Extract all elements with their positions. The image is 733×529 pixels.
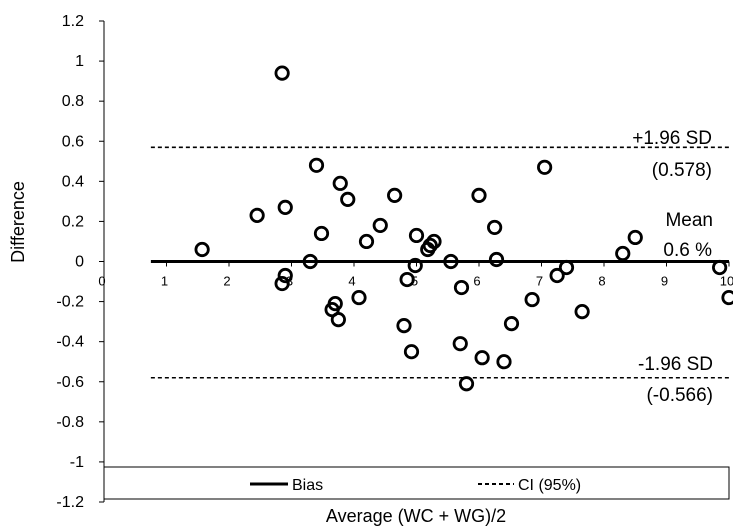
data-point: [627, 229, 643, 246]
data-point: [422, 237, 438, 254]
data-point: [249, 207, 265, 224]
data-point: [474, 350, 490, 366]
lower-sd-value: (-0.566): [646, 385, 713, 406]
data-point: [194, 241, 210, 258]
y-tick-label: 0.6: [62, 133, 84, 150]
x-tick-label: 7: [536, 274, 543, 289]
x-tick-label: 2: [223, 274, 230, 289]
y-axis-title: Difference: [8, 181, 28, 263]
y-tick-label: 1: [75, 53, 84, 70]
data-point: [399, 271, 415, 288]
upper-sd-label: +1.96 SD: [632, 128, 712, 149]
upper-sd-value: (0.578): [652, 160, 712, 181]
data-point: [332, 175, 348, 191]
data-point: [327, 295, 343, 312]
legend: Bias CI (95%): [103, 466, 730, 500]
x-tick-label: 4: [348, 274, 355, 289]
annotations: +1.96 SD (0.578) Mean 0.6 % -1.96 SD (-0…: [632, 128, 713, 406]
data-point: [458, 376, 475, 392]
x-tick-label: 6: [473, 274, 480, 289]
data-point: [452, 336, 468, 352]
data-point: [558, 259, 575, 276]
data-point: [372, 217, 388, 234]
y-tick-label: -1: [70, 454, 84, 471]
y-tick-label: -0.4: [56, 334, 84, 351]
x-tick-label: 0: [98, 274, 105, 289]
y-axis: 1.2 1 0.8 0.6 0.4 0.2 0 -0.2 -0.4 -0.6 -0.8 -1 -1.2: [56, 13, 105, 511]
data-point: [274, 275, 290, 292]
data-point: [471, 187, 487, 203]
y-tick-label: -0.8: [56, 414, 84, 431]
data-point: [308, 157, 325, 173]
x-axis: 0 1 2 3 4 5 6 7 8 9 10: [98, 261, 733, 289]
mean-label: Mean: [665, 210, 713, 231]
lower-sd-label: -1.96 SD: [638, 354, 713, 375]
data-point: [453, 279, 470, 296]
data-point: [313, 225, 330, 242]
data-point: [443, 253, 459, 270]
data-point: [407, 257, 423, 274]
data-point: [274, 65, 290, 81]
data-point: [712, 259, 728, 276]
data-point: [358, 233, 375, 250]
data-point: [537, 159, 553, 175]
data-point: [403, 344, 420, 360]
data-point: [488, 251, 505, 268]
data-point: [549, 267, 565, 284]
y-tick-label: -0.2: [56, 294, 84, 311]
data-point: [302, 253, 318, 270]
data-point: [426, 233, 442, 250]
data-point: [387, 187, 403, 203]
data-point: [574, 304, 590, 320]
data-point: [524, 291, 540, 308]
data-point: [330, 312, 346, 328]
data-point: [408, 227, 425, 244]
y-tick-label: 0.8: [62, 93, 84, 110]
y-tick-label: -0.6: [56, 374, 84, 391]
data-point: [277, 267, 293, 284]
data-point: [503, 316, 520, 332]
mean-value: 0.6 %: [663, 240, 712, 261]
data-point: [721, 289, 733, 306]
y-tick-label: -1.2: [56, 494, 84, 511]
x-tick-label: 9: [661, 274, 668, 289]
reference-lines: [150, 146, 729, 379]
data-point: [277, 199, 293, 215]
y-tick-label: 1.2: [62, 13, 84, 30]
data-points: [194, 65, 733, 392]
y-tick-label: 0.4: [62, 173, 84, 190]
legend-bias-label: Bias: [292, 477, 323, 494]
data-point: [496, 354, 512, 370]
data-point: [396, 318, 412, 334]
data-point: [487, 219, 503, 236]
data-point: [615, 245, 631, 262]
x-tick-label: 10: [720, 274, 733, 289]
legend-ci-label: CI (95%): [518, 477, 581, 494]
data-point: [351, 289, 367, 306]
x-tick-label: 8: [598, 274, 605, 289]
x-axis-title: Average (WC + WG)/2: [326, 506, 506, 526]
y-tick-label: 0.2: [62, 213, 84, 230]
x-tick-label: 1: [161, 274, 168, 289]
data-point: [340, 191, 356, 207]
legend-box: [103, 466, 730, 500]
y-tick-label: 0: [75, 254, 84, 271]
